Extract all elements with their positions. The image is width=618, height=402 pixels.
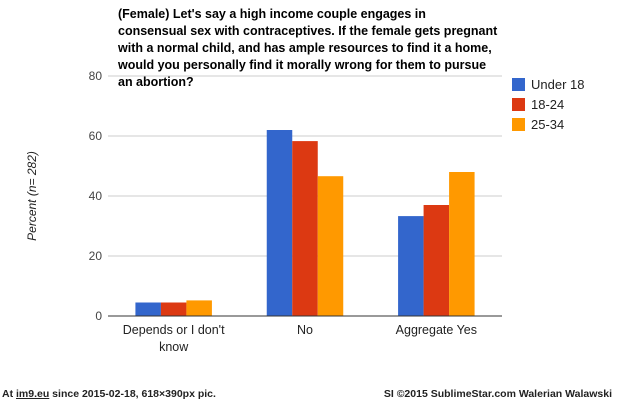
x-tick-label: No [297,323,313,337]
footer-prefix: At [2,388,16,400]
legend-swatch [512,77,525,91]
y-tick-label: 40 [89,189,103,203]
bar-under-18 [266,130,293,316]
footer: At im9.eu since 2015-02-18, 618×390px pi… [0,386,618,402]
x-tick-label: Depends or I don't [123,323,225,337]
bar-18-24 [292,141,318,316]
legend-swatch [512,97,525,111]
chart-title: (Female) Let's say a high income couple … [118,7,498,89]
legend: Under 18 18-24 25-34 [512,74,584,134]
legend-item: 18-24 [512,94,584,114]
bar-chart: 0 20 40 60 80 Depends or I don't know No Aggrega… [89,69,502,354]
footer-suffix: since 2015-02-18, 618×390px pic. [49,388,216,400]
y-tick-label: 0 [95,309,102,323]
legend-item: 25-34 [512,114,584,134]
legend-swatch [512,117,525,131]
bar-25-34 [449,172,475,316]
footer-link[interactable]: im9.eu [16,388,50,400]
legend-label: 25-34 [531,116,565,132]
y-tick-label: 20 [89,249,103,263]
bar-25-34 [317,176,344,316]
legend-item: Under 18 [512,74,584,94]
bar-18-24 [423,205,450,316]
bar-under-18 [135,302,161,316]
bar-25-34 [186,300,212,316]
bar-under-18 [398,216,424,316]
legend-label: 18-24 [531,96,565,112]
y-tick-label: 80 [89,69,103,83]
footer-credit-left: At im9.eu since 2015-02-18, 618×390px pi… [2,388,216,400]
x-tick-label: know [159,340,189,354]
footer-credit-right: SI ©2015 SublimeStar.com Walerian Walaws… [383,388,612,400]
x-tick-label: Aggregate Yes [396,323,477,337]
bar-18-24 [160,302,187,316]
legend-label: Under 18 [531,76,585,92]
y-tick-label: 60 [89,129,103,143]
